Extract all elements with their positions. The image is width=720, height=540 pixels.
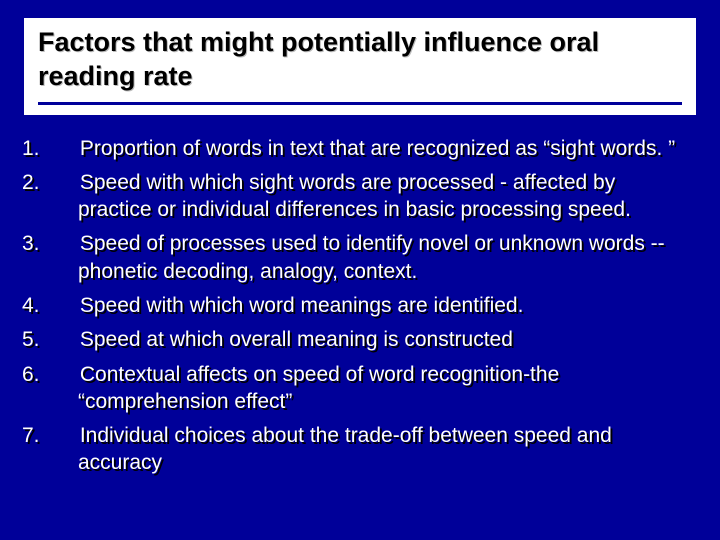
item-number: 3. — [50, 230, 74, 257]
list-item: 7. Individual choices about the trade-of… — [26, 422, 688, 477]
item-text: Individual choices about the trade-off b… — [78, 424, 612, 474]
item-number: 1. — [50, 135, 74, 162]
item-number: 2. — [50, 169, 74, 196]
title-divider — [38, 102, 682, 105]
item-text: Speed of processes used to identify nove… — [78, 232, 665, 282]
item-text: Proportion of words in text that are rec… — [80, 137, 675, 160]
item-text: Speed at which overall meaning is constr… — [80, 328, 513, 351]
list-item: 5. Speed at which overall meaning is con… — [26, 326, 688, 353]
item-text: Speed with which word meanings are ident… — [80, 294, 524, 317]
item-number: 7. — [50, 422, 74, 449]
title-block: Factors that might potentially influence… — [24, 18, 696, 115]
item-text: Speed with which sight words are process… — [78, 171, 631, 221]
slide-title: Factors that might potentially influence… — [38, 26, 682, 94]
item-number: 5. — [50, 326, 74, 353]
item-number: 4. — [50, 292, 74, 319]
list-item: 4. Speed with which word meanings are id… — [26, 292, 688, 319]
item-number: 6. — [50, 361, 74, 388]
item-text: Contextual affects on speed of word reco… — [78, 363, 559, 413]
list-item: 2. Speed with which sight words are proc… — [26, 169, 688, 224]
list-item: 6. Contextual affects on speed of word r… — [26, 361, 688, 416]
list-item: 1. Proportion of words in text that are … — [26, 135, 688, 162]
factors-list: 1. Proportion of words in text that are … — [24, 119, 696, 477]
slide: Factors that might potentially influence… — [0, 0, 720, 540]
list-item: 3. Speed of processes used to identify n… — [26, 230, 688, 285]
